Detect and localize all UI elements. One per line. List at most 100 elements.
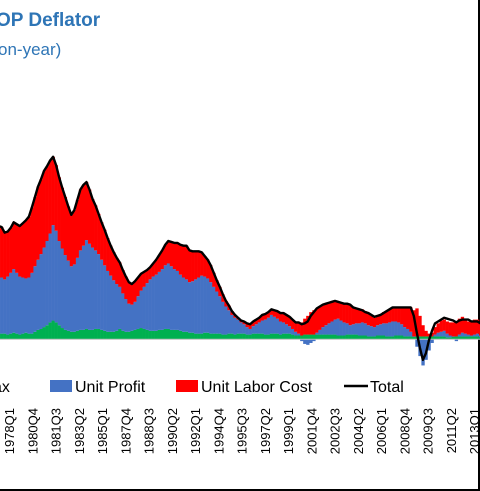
unit-profit-bar xyxy=(391,321,395,337)
unit-labor-cost-bar xyxy=(148,267,152,280)
tax-bar xyxy=(84,328,89,340)
tax-bar xyxy=(127,331,131,340)
unit-labor-cost-bar xyxy=(112,252,116,281)
unit-profit-bar xyxy=(21,277,25,334)
unit-profit-bar xyxy=(63,255,68,330)
unit-labor-cost-bar xyxy=(297,322,301,334)
tax-bar xyxy=(312,334,316,340)
tax-bar xyxy=(163,328,168,340)
unit-labor-cost-bar xyxy=(348,304,352,326)
unit-profit-bar xyxy=(151,276,155,331)
tax-bar xyxy=(409,336,413,340)
tax-bar xyxy=(0,333,4,340)
unit-labor-cost-bar xyxy=(203,255,207,277)
tax-bar xyxy=(439,336,443,340)
unit-labor-cost-bar xyxy=(154,259,158,275)
tax-bar xyxy=(263,334,268,340)
unit-profit-bar xyxy=(248,328,252,335)
unit-labor-cost-bar xyxy=(318,306,322,330)
unit-profit-bar xyxy=(184,279,189,332)
tax-bar xyxy=(215,333,219,340)
unit-profit-bar xyxy=(200,275,204,334)
unit-labor-cost-bar xyxy=(391,307,395,322)
tax-bar xyxy=(230,333,234,340)
unit-labor-cost-bar xyxy=(57,177,61,242)
unit-labor-cost-bar xyxy=(272,310,277,317)
tax-bar xyxy=(51,320,55,340)
unit-profit-bar xyxy=(348,325,352,335)
tax-bar xyxy=(430,336,434,340)
unit-profit-bar xyxy=(227,310,231,334)
tax-bar xyxy=(363,335,368,340)
tax-bar xyxy=(354,334,359,340)
unit-profit-bar xyxy=(75,257,80,331)
tax-bar xyxy=(148,330,152,340)
tax-bar xyxy=(45,325,49,340)
x-tick-label: 2011Q2 xyxy=(444,408,459,453)
unit-profit-bar xyxy=(366,325,371,337)
unit-labor-cost-bar xyxy=(424,330,428,337)
tax-bar xyxy=(178,330,183,340)
tax-bar xyxy=(97,328,101,340)
unit-profit-bar xyxy=(357,323,362,336)
unit-profit-bar xyxy=(281,322,286,334)
unit-labor-cost-bar xyxy=(300,322,304,336)
unit-profit-bar xyxy=(203,276,207,333)
tax-bar xyxy=(381,335,386,340)
unit-labor-cost-bar xyxy=(436,323,440,333)
unit-profit-bar xyxy=(139,290,143,329)
tax-bar xyxy=(24,332,28,340)
tax-bar xyxy=(21,333,25,340)
tax-bar xyxy=(236,333,240,340)
unit-labor-cost-bar xyxy=(324,303,328,326)
unit-labor-cost-bar xyxy=(45,166,49,242)
unit-labor-cost-bar xyxy=(378,313,383,325)
tax-bar xyxy=(139,328,143,340)
tax-bar xyxy=(181,331,186,340)
tax-bar xyxy=(227,333,231,340)
unit-labor-cost-bar xyxy=(260,314,265,321)
tax-bar xyxy=(81,329,86,340)
unit-labor-cost-bar xyxy=(278,313,283,322)
tax-bar xyxy=(187,332,192,340)
unit-profit-bar xyxy=(206,278,210,333)
unit-profit-bar xyxy=(81,245,86,330)
unit-labor-cost-bar xyxy=(94,205,98,251)
unit-profit-bar xyxy=(69,266,74,332)
unit-profit-bar xyxy=(121,293,125,331)
unit-profit-bar xyxy=(291,328,295,335)
unit-profit-bar xyxy=(254,324,258,334)
unit-labor-cost-bar xyxy=(363,311,368,324)
unit-profit-bar xyxy=(478,335,480,338)
unit-labor-cost-bar xyxy=(42,170,46,248)
unit-profit-bar xyxy=(45,241,49,326)
unit-labor-cost-bar xyxy=(78,189,83,251)
tax-bar xyxy=(145,329,149,340)
unit-profit-bar xyxy=(363,323,368,336)
unit-labor-cost-bar xyxy=(127,282,131,304)
tax-bar xyxy=(72,331,77,340)
unit-profit-bar xyxy=(169,266,174,330)
bar-series-group xyxy=(0,156,480,366)
unit-profit-bar xyxy=(163,265,168,329)
total-line xyxy=(0,155,480,362)
unit-labor-cost-bar xyxy=(212,272,216,287)
unit-labor-cost-bar xyxy=(175,242,180,271)
tax-bar xyxy=(36,329,40,340)
unit-labor-cost-bar xyxy=(406,306,410,329)
unit-profit-bar xyxy=(175,270,180,330)
unit-profit-bar xyxy=(324,325,328,335)
tax-bar xyxy=(221,334,225,340)
unit-profit-bar xyxy=(454,339,459,342)
unit-labor-cost-bar xyxy=(400,306,404,325)
tax-bar xyxy=(309,334,313,340)
unit-labor-cost-bar xyxy=(245,323,249,328)
unit-labor-cost-bar xyxy=(475,319,480,334)
tax-bar xyxy=(412,336,416,340)
tax-bar xyxy=(291,334,295,340)
unit-profit-bar xyxy=(297,333,301,336)
x-tick-label: 2004Q2 xyxy=(351,408,366,454)
tax-bar xyxy=(203,332,207,340)
unit-labor-cost-bar xyxy=(100,222,104,260)
